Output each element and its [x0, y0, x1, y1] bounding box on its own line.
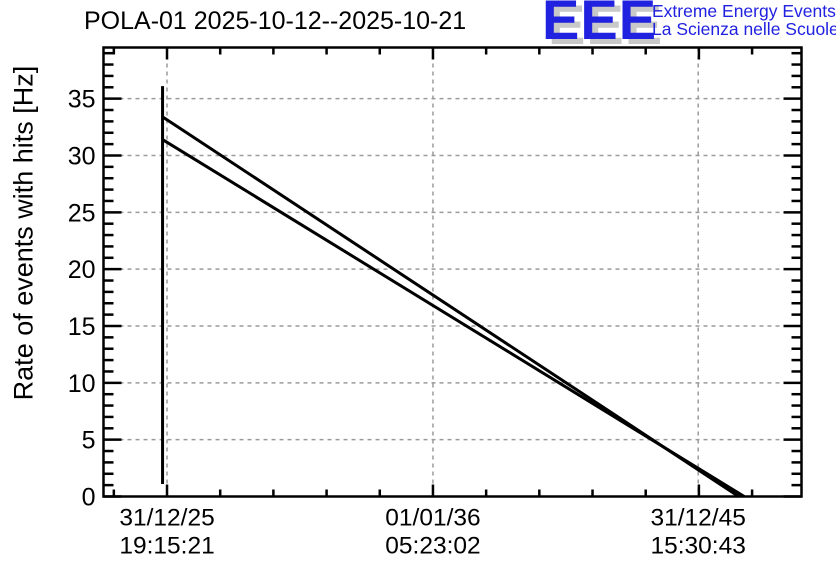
plot-frame	[102, 46, 803, 498]
y-tick-label: 25	[68, 199, 96, 227]
series-decay-line-lower	[161, 138, 746, 498]
y-tick-label: 10	[68, 370, 96, 398]
y-tick-label: 30	[68, 142, 96, 170]
x-tick-label-time: 19:15:21	[119, 533, 214, 560]
eee-logo-tagline-line1: Extreme Energy Events	[652, 1, 836, 21]
x-tick-label-date: 31/12/25	[119, 505, 214, 532]
x-tick-label-date: 01/01/36	[385, 505, 480, 532]
eee-logo-letters: EEE	[542, 0, 658, 51]
x-tick-label-date: 31/12/45	[651, 505, 746, 532]
eee-logo-tagline-line2: La Scienza nelle Scuole	[652, 19, 836, 39]
eee-logo-tagline: Extreme Energy Events La Scienza nelle S…	[652, 2, 836, 38]
x-tick-label-time: 05:23:02	[385, 533, 480, 560]
y-tick-label: 35	[68, 86, 96, 114]
x-tick-label-time: 15:30:43	[651, 533, 746, 560]
y-tick-label: 15	[68, 313, 96, 341]
y-tick-label: 5	[82, 427, 96, 455]
chart-title: POLA-01 2025-10-12--2025-10-21	[84, 7, 467, 35]
y-tick-label: 20	[68, 256, 96, 284]
y-tick-label: 0	[82, 484, 96, 512]
